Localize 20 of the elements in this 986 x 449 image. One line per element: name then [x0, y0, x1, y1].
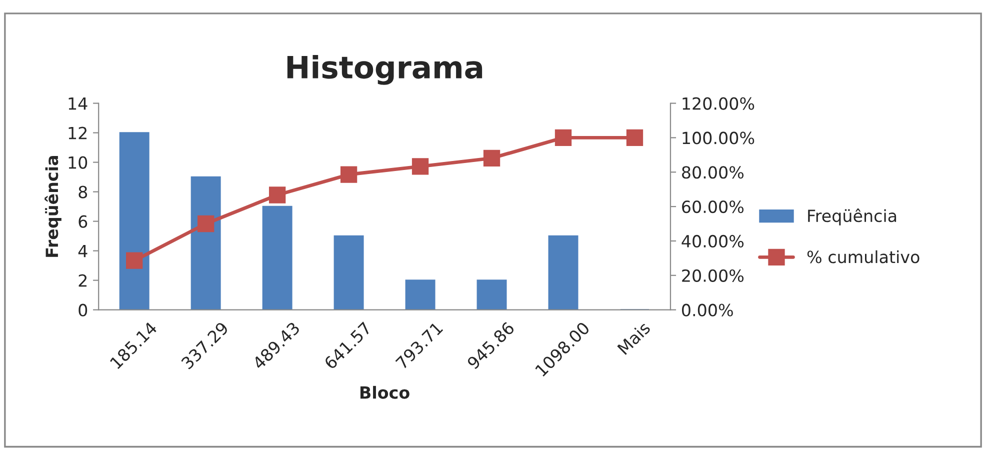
y2-tick-label: 80.00%	[682, 166, 744, 179]
x-axis-title: Bloco	[360, 386, 410, 399]
y-tick-label: 10	[68, 156, 88, 169]
y-tick-label: 0	[78, 304, 88, 316]
chart-title: Histograma	[287, 55, 482, 85]
y2-tick-label: 20.00%	[682, 269, 744, 282]
y-tick-label: 4	[78, 244, 88, 258]
y2-tick-label: 120.00%	[682, 97, 754, 110]
y-tick-label: 8	[78, 186, 88, 198]
legend-label: Freqüência	[808, 208, 896, 226]
y-axis-title: Freqüência	[44, 156, 62, 257]
y-tick-label: 6	[78, 215, 88, 228]
y2-tick-label: 40.00%	[682, 234, 744, 248]
y2-tick-label: 100.00%	[682, 132, 754, 144]
y2-tick-label: 0.00%	[682, 304, 733, 316]
y2-tick-label: 60.00%	[682, 200, 744, 214]
y-tick-label: 2	[78, 274, 87, 287]
legend-label: % cumulativo	[807, 250, 920, 264]
y-tick-label: 12	[68, 126, 87, 140]
y-tick-label: 14	[68, 97, 88, 110]
